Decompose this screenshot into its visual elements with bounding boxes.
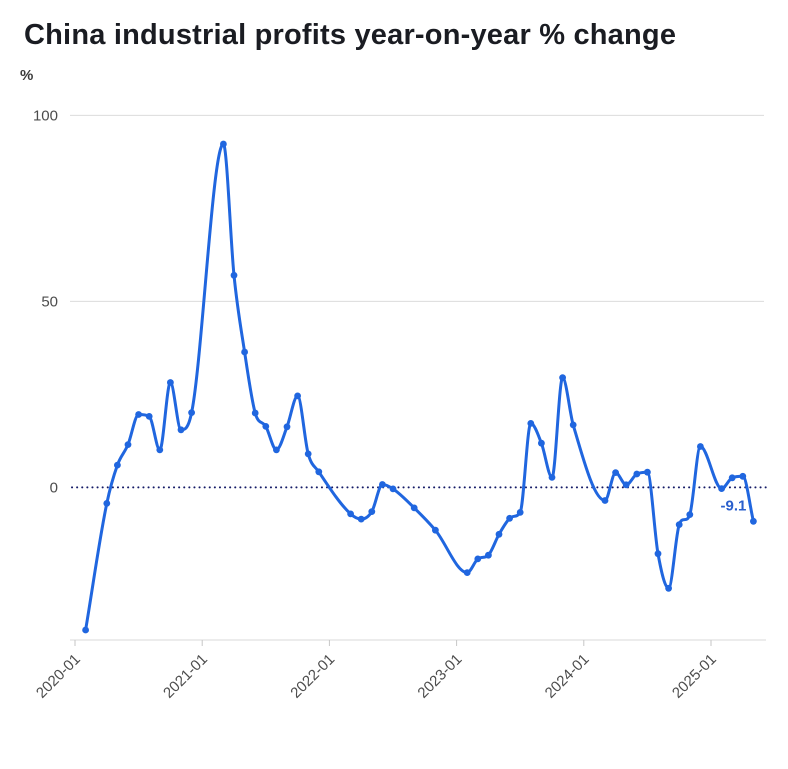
data-point-dot[interactable] — [379, 481, 386, 488]
data-point-dot[interactable] — [548, 473, 556, 481]
x-tick-label: 2024-01 — [542, 651, 593, 702]
data-point-dot[interactable] — [644, 468, 651, 476]
data-point-dot[interactable] — [750, 517, 757, 525]
data-point-dot[interactable] — [220, 140, 227, 148]
series-group — [82, 140, 757, 634]
data-point-dot[interactable] — [654, 550, 662, 558]
last-value-label: -9.1 — [721, 497, 747, 514]
chart-header: China industrial profits year-on-year % … — [0, 0, 788, 58]
data-point-dot[interactable] — [368, 508, 376, 515]
data-point-dot[interactable] — [538, 439, 545, 447]
x-axis: 2020-01 2021-01 2022-01 2023-01 2024-01 2025-… — [33, 639, 766, 702]
data-point-dot[interactable] — [241, 348, 249, 356]
data-point-dot[interactable] — [135, 411, 143, 418]
data-point-dot[interactable] — [633, 470, 641, 478]
data-point-dot[interactable] — [665, 584, 672, 592]
data-point-dot[interactable] — [294, 392, 301, 400]
chart-title: China industrial profits year-on-year % … — [24, 19, 677, 51]
chart-container: % 0 50 100 2020-01 2021-01 2022-01 2023-01 2024-… — [0, 58, 788, 723]
gridlines — [70, 114, 764, 302]
data-point-dot[interactable] — [474, 555, 482, 563]
data-point-dot[interactable] — [569, 421, 577, 429]
data-point-dot[interactable] — [432, 526, 439, 534]
data-point-dot[interactable] — [251, 409, 259, 417]
data-point-dot[interactable] — [124, 441, 132, 448]
data-point-dot[interactable] — [739, 472, 747, 480]
data-point-dot[interactable] — [230, 271, 238, 279]
data-point-dot[interactable] — [697, 443, 704, 450]
data-point-dot[interactable] — [357, 515, 365, 523]
y-axis-unit-label: % — [20, 67, 33, 84]
data-point-dot[interactable] — [103, 499, 111, 507]
y-tick-label: 0 — [50, 479, 58, 496]
data-point-dot[interactable] — [622, 481, 630, 489]
data-point-dot[interactable] — [188, 409, 196, 416]
data-point-dot[interactable] — [686, 511, 694, 518]
data-point-dot[interactable] — [485, 551, 492, 559]
data-point-dot[interactable] — [718, 485, 725, 492]
data-point-dot[interactable] — [675, 521, 683, 528]
data-point-dot[interactable] — [410, 504, 418, 512]
y-tick-label: 100 — [33, 107, 58, 124]
data-point-dot[interactable] — [167, 379, 174, 386]
series-line — [84, 142, 755, 632]
data-point-dot[interactable] — [527, 419, 535, 427]
x-tick-label: 2022-01 — [287, 651, 338, 702]
data-point-dot[interactable] — [145, 412, 153, 420]
data-point-dot[interactable] — [612, 469, 619, 476]
data-point-dot[interactable] — [283, 423, 291, 431]
x-tick-label: 2021-01 — [160, 651, 211, 702]
x-tick-label: 2023-01 — [414, 651, 465, 702]
data-point-dot[interactable] — [601, 497, 609, 504]
data-point-dot[interactable] — [347, 510, 354, 518]
y-axis: % 0 50 100 — [20, 67, 58, 496]
data-point-dot[interactable] — [389, 485, 397, 493]
data-point-dot[interactable] — [262, 422, 270, 430]
data-point-dot[interactable] — [516, 508, 524, 516]
data-point-dot[interactable] — [273, 446, 280, 454]
line-chart: % 0 50 100 2020-01 2021-01 2022-01 2023-01 2024-… — [20, 67, 767, 702]
data-point-dot[interactable] — [82, 626, 89, 634]
data-point-dot[interactable] — [315, 468, 323, 476]
data-point-dot[interactable] — [559, 374, 566, 382]
data-point-dot[interactable] — [463, 569, 471, 576]
data-point-dot[interactable] — [114, 461, 121, 469]
data-point-dot[interactable] — [495, 530, 503, 538]
data-point-dot[interactable] — [304, 450, 312, 458]
y-tick-label: 50 — [41, 293, 58, 310]
data-point-dot[interactable] — [156, 446, 164, 454]
data-point-dot[interactable] — [728, 474, 736, 482]
data-point-dot[interactable] — [177, 426, 185, 434]
x-tick-label: 2020-01 — [33, 651, 84, 702]
x-tick-label: 2025-01 — [669, 651, 720, 702]
data-point-dot[interactable] — [506, 514, 513, 522]
